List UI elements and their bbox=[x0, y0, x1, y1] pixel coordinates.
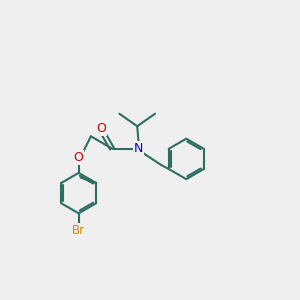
Text: O: O bbox=[74, 151, 84, 164]
Text: O: O bbox=[96, 122, 106, 136]
Text: N: N bbox=[134, 142, 143, 155]
Text: Br: Br bbox=[72, 224, 85, 237]
